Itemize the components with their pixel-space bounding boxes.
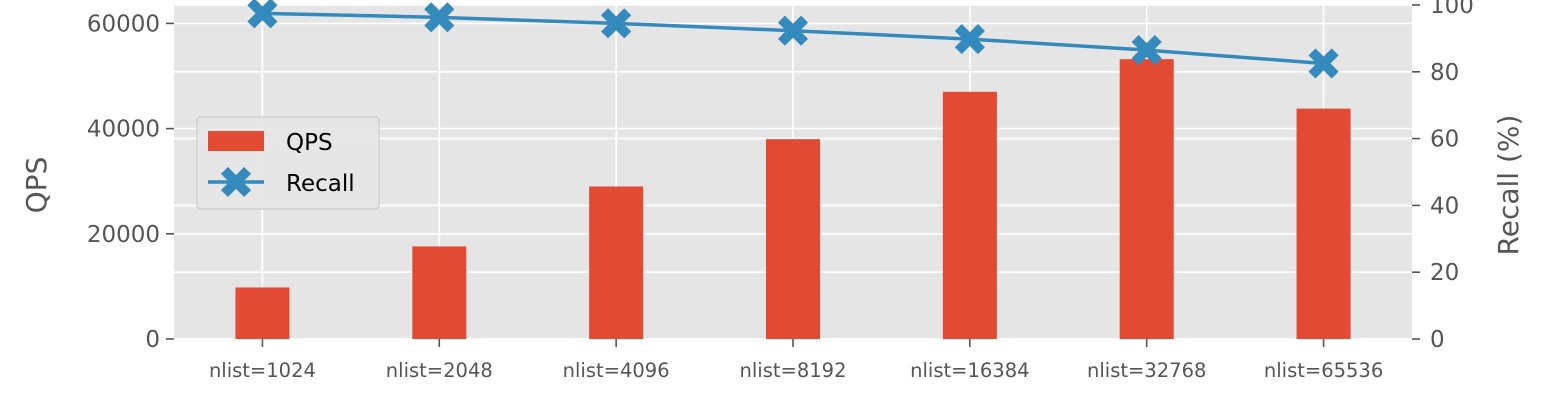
- x-tick-label: nlist=2048: [386, 359, 493, 382]
- right-y-tick-label: 80: [1430, 60, 1459, 86]
- recall-point: [1308, 48, 1339, 79]
- legend-qps-label: QPS: [286, 130, 333, 156]
- legend-recall-label: Recall: [286, 171, 355, 197]
- x-axis: nlist=1024 nlist=2048 nlist=4096 nlist=8192…: [209, 339, 1383, 382]
- x-tick-label: nlist=4096: [563, 359, 670, 382]
- recall-point: [777, 15, 809, 46]
- qps-bar: [942, 91, 997, 339]
- x-tick-label: nlist=16384: [910, 359, 1029, 382]
- right-y-tick-label: 60: [1430, 127, 1459, 153]
- right-y-axis: 0 20 40 60 80 100: [1412, 0, 1474, 353]
- recall-point: [1131, 35, 1162, 66]
- recall-point: [954, 24, 985, 55]
- qps-bar: [235, 287, 290, 339]
- left-y-tick-label: 60000: [87, 11, 160, 37]
- recall-point: [247, 0, 278, 29]
- legend: QPS Recall: [196, 116, 380, 210]
- x-tick-label: nlist=1024: [209, 359, 316, 382]
- left-y-tick-label: 0: [145, 327, 160, 353]
- right-y-tick-label: 100: [1430, 0, 1474, 19]
- x-tick-label: nlist=32768: [1087, 359, 1206, 382]
- left-y-axis-title: QPS: [20, 157, 53, 214]
- x-tick-label: nlist=65536: [1264, 359, 1383, 382]
- recall-point: [424, 2, 455, 33]
- left-y-tick-label: 40000: [87, 117, 160, 143]
- recall-point: [601, 8, 632, 39]
- right-y-tick-label: 20: [1430, 260, 1459, 286]
- right-y-axis-title: Recall (%): [1492, 115, 1525, 256]
- legend-recall-x-marker: [220, 166, 252, 198]
- qps-bar: [1119, 59, 1174, 339]
- left-y-tick-label: 20000: [87, 222, 160, 248]
- qps-bar: [1296, 108, 1351, 339]
- right-y-tick-label: 40: [1430, 193, 1459, 219]
- qps-bars: [235, 59, 1351, 339]
- qps-bar: [589, 186, 644, 339]
- qps-bar: [766, 139, 820, 339]
- right-y-tick-label: 0: [1430, 327, 1445, 353]
- recall-line: [247, 0, 1339, 79]
- qps-bar: [412, 246, 467, 339]
- legend-qps-swatch: [208, 131, 264, 151]
- left-y-axis: 0 20000 40000 60000: [87, 11, 174, 353]
- x-tick-label: nlist=8192: [740, 359, 847, 382]
- legend-recall-marker: [220, 166, 252, 198]
